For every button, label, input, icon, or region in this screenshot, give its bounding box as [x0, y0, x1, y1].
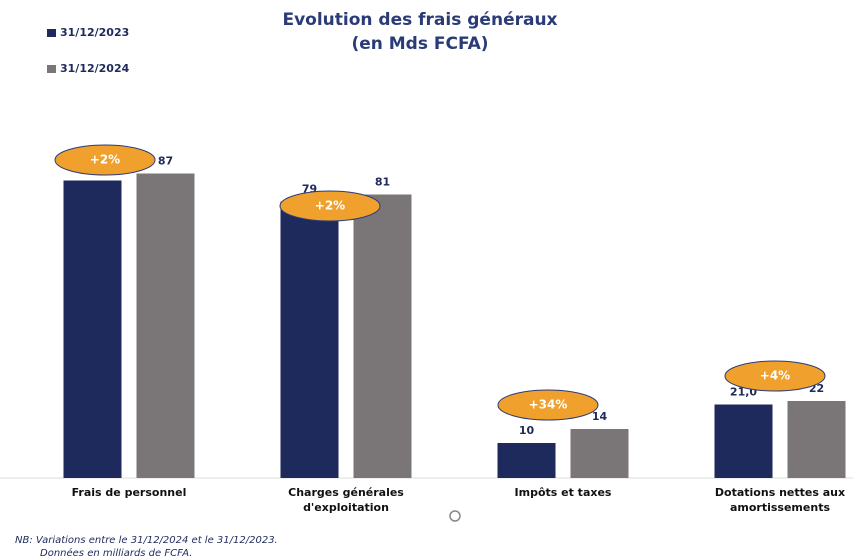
variation-badge — [724, 360, 826, 392]
variation-label: +34% — [529, 398, 568, 412]
bar — [497, 443, 556, 478]
legend-label: 31/12/2023 — [60, 26, 129, 39]
legend-swatch — [47, 65, 56, 73]
bar — [570, 429, 629, 478]
chart-title: (en Mds FCFA) — [351, 34, 488, 54]
x-tick-label: d'exploitation — [303, 501, 389, 514]
chart-title: Evolution des frais généraux — [282, 10, 557, 30]
variation-badge — [497, 389, 599, 421]
bar — [714, 404, 773, 478]
variation-label: +4% — [760, 369, 790, 383]
footnote: Données en milliards de FCFA. — [40, 547, 192, 559]
variation-label: +2% — [315, 199, 345, 213]
bar — [136, 173, 195, 478]
footnote: NB: Variations entre le 31/12/2024 et le… — [15, 535, 278, 546]
variation-badge — [54, 144, 156, 176]
x-tick-label: amortissements — [730, 501, 830, 514]
x-tick-label: Dotations nettes aux — [715, 486, 845, 499]
bar — [63, 180, 122, 478]
scroll-handle — [449, 510, 461, 522]
bar — [787, 401, 846, 478]
x-tick-label: Charges générales — [288, 486, 404, 499]
x-tick-label: Frais de personnel — [72, 486, 187, 499]
value-label: 10 — [519, 424, 535, 437]
value-label: 81 — [375, 176, 390, 189]
bar — [280, 201, 339, 478]
variation-badge — [279, 190, 381, 222]
value-label: 14 — [592, 410, 608, 423]
variation-label: +2% — [90, 153, 120, 167]
x-tick-label: Impôts et taxes — [515, 486, 612, 499]
bar — [353, 194, 412, 478]
legend-swatch — [47, 29, 56, 37]
value-label: 87 — [158, 155, 173, 168]
legend-label: 31/12/2024 — [60, 62, 130, 75]
